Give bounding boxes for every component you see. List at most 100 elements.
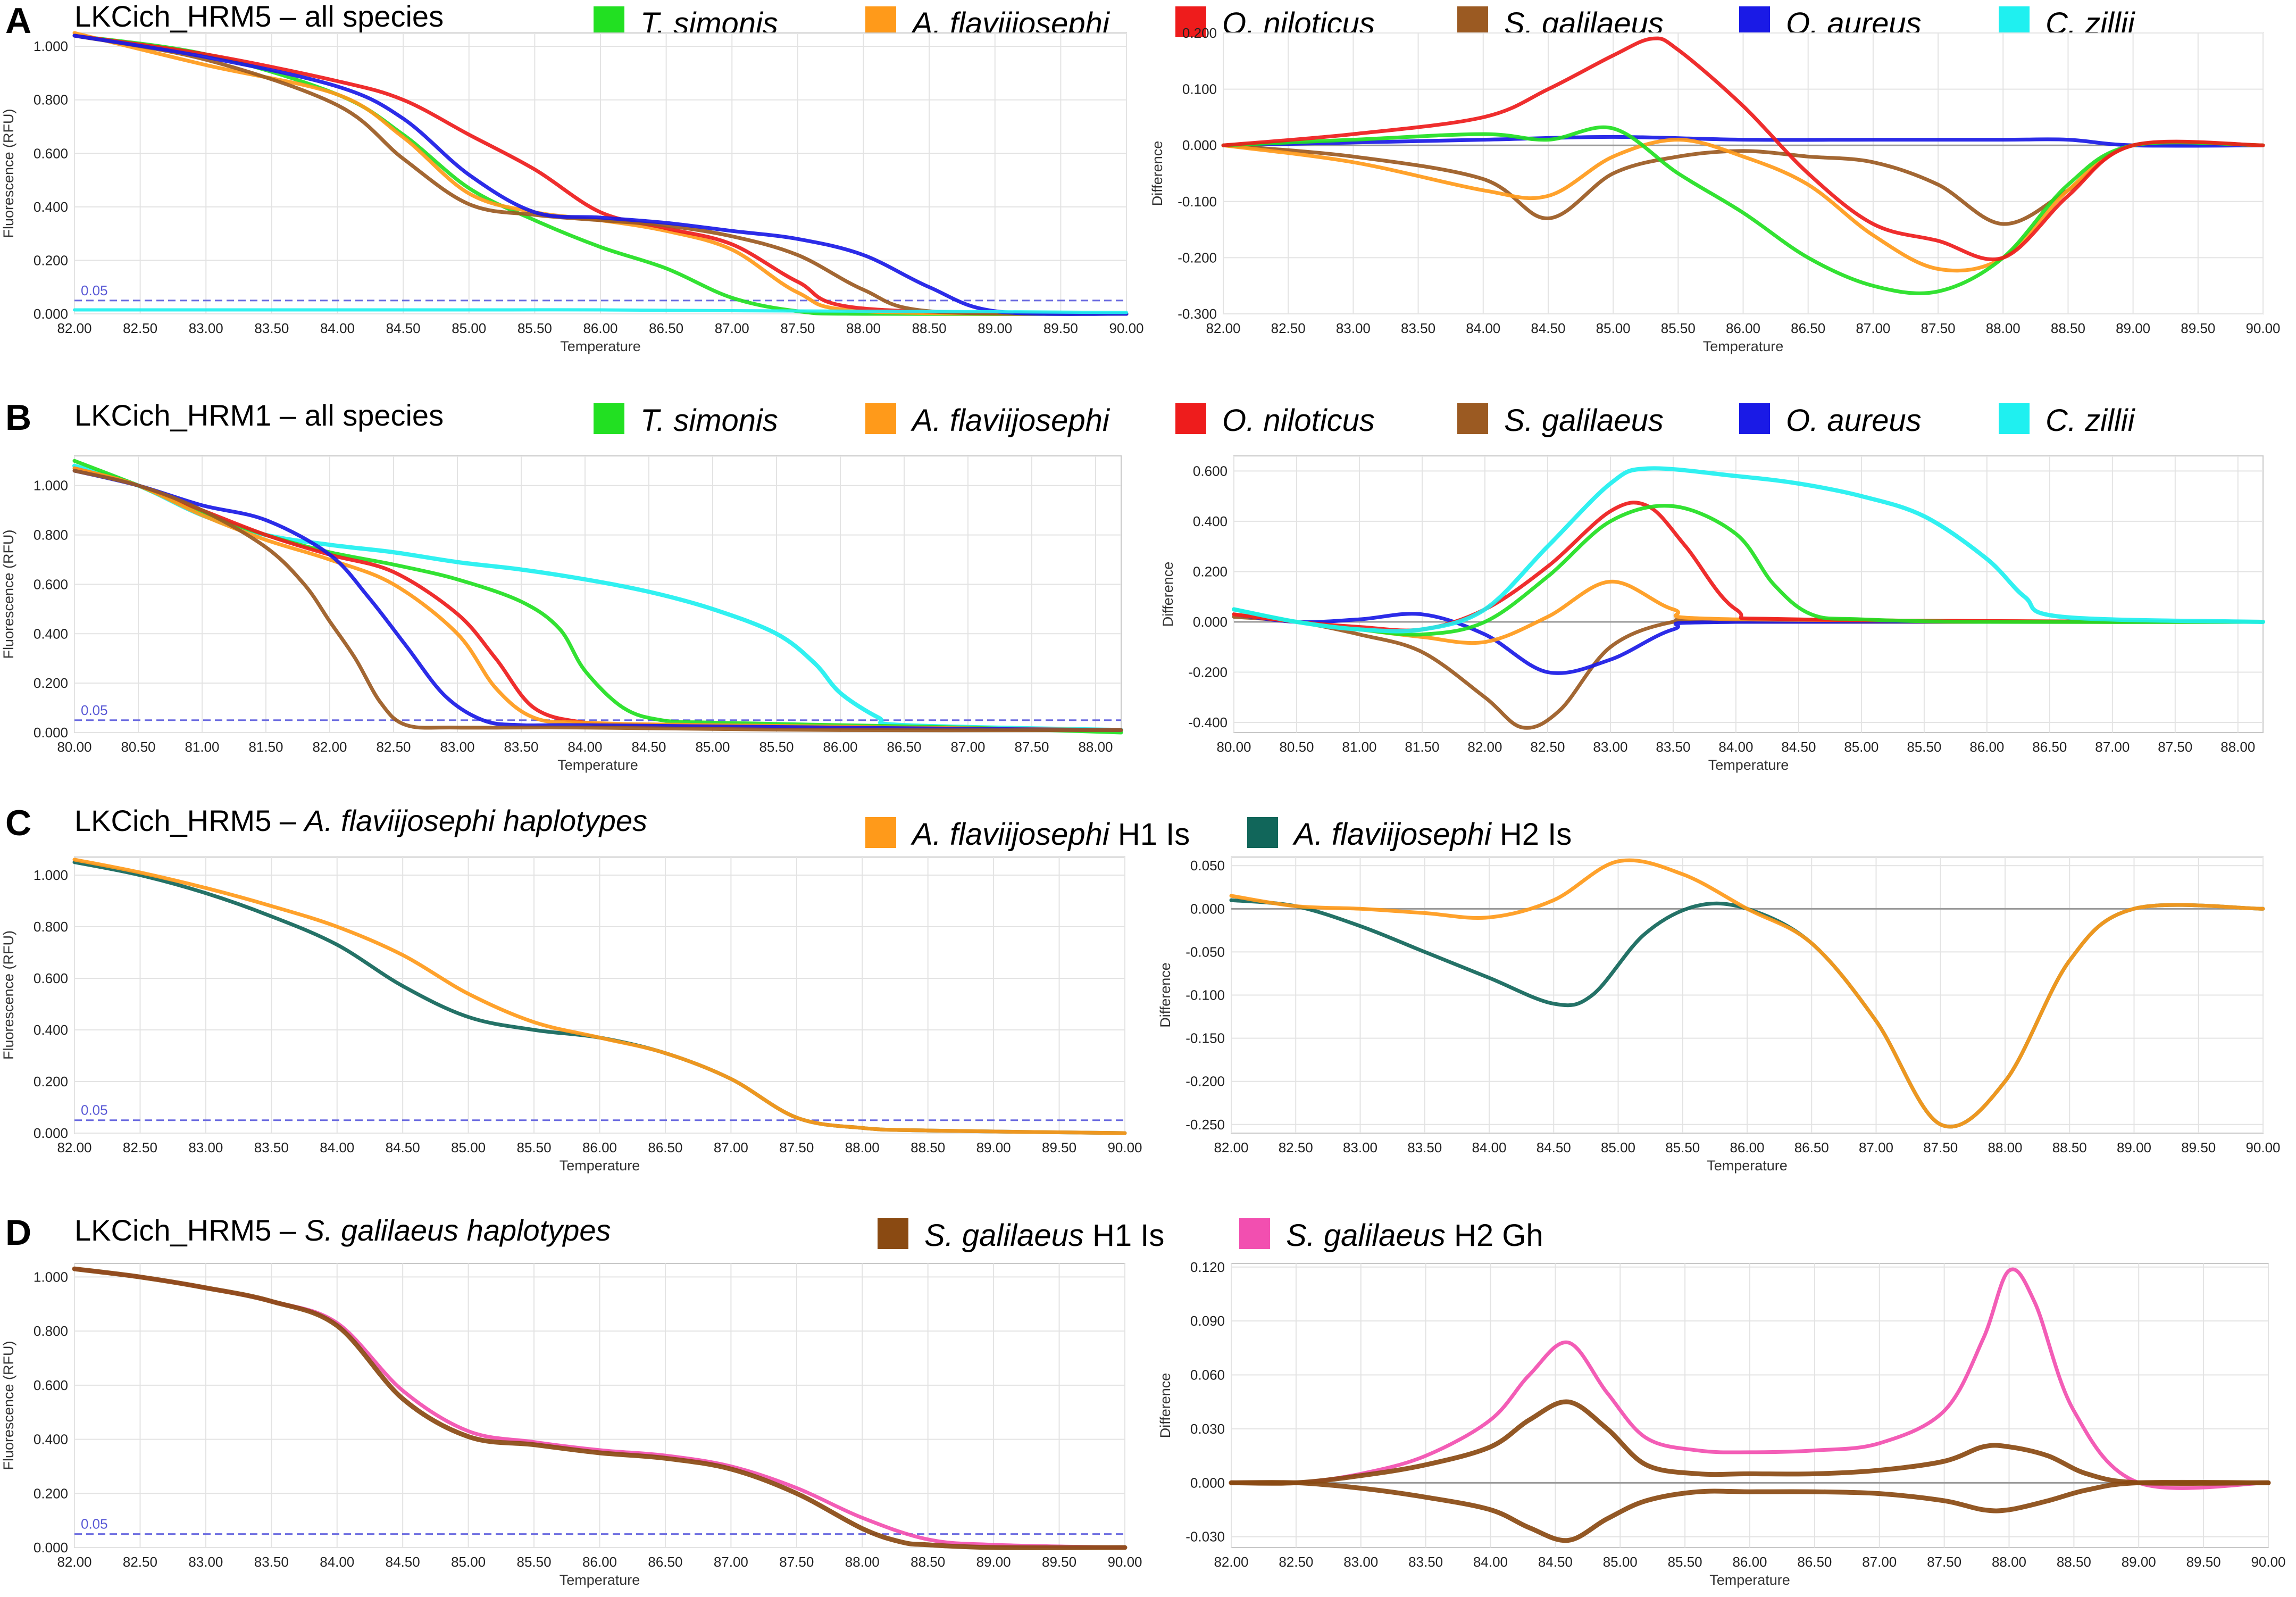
x-tick-label: 85.50 [1665,1139,1700,1155]
y-axis-label: Difference [1157,962,1173,1028]
panel-c-title-plain: LKCich_HRM5 – [74,804,305,837]
chart-d-difference-curve: 82.00 82.50 83.00 83.50 84.00 84.50 85.00 85.50… [1157,1259,2286,1588]
x-tick-label: 87.50 [779,1554,814,1570]
x-tick-label: 83.50 [254,1554,289,1570]
x-tick-label: 82.50 [123,1554,157,1570]
x-tick-label: 89.50 [1042,1139,1076,1155]
x-tick-label: 83.50 [1401,320,1435,336]
panel-c-legend: A. flaviijosephi H1 Is A. flaviijosephi … [865,817,1572,852]
y-tick-label: 1.000 [34,867,68,883]
y-tick-label: 0.000 [34,1540,68,1556]
y-tick-label: 0.200 [1182,25,1217,41]
x-tick-label: 84.50 [631,739,666,755]
legend-label: S. galilaeus H1 Is [924,1218,1164,1253]
x-tick-label: 89.50 [2181,1139,2216,1155]
x-tick-label: 86.00 [1732,1554,1767,1570]
legend-label-haplotype: H1 Is [1084,1218,1165,1253]
legend-swatch [1739,6,1770,37]
y-tick-label: -0.100 [1178,194,1217,210]
x-tick-label: 87.50 [779,1139,814,1155]
legend-swatch [865,817,896,848]
y-tick-label: -0.100 [1185,987,1225,1003]
x-tick-label: 86.50 [1791,320,1825,336]
y-tick-label: 0.600 [34,145,68,161]
legend-entry: C. zillii [1999,403,2136,438]
y-axis-label: Difference [1149,141,1165,206]
panel-a-title: LKCich_HRM5 – all species [74,0,444,33]
panel-d-label: D [5,1212,31,1253]
x-tick-label: 84.00 [1718,739,1753,755]
y-tick-label: 0.600 [34,576,68,592]
legend-label-haplotype: H1 Is [1109,817,1190,852]
x-tick-label: 83.00 [1343,1554,1378,1570]
x-tick-label: 88.00 [845,1139,880,1155]
legend-label-species: A. flaviijosephi [1292,817,1492,852]
panel-d-legend: S. galilaeus H1 Is S. galilaeus H2 Gh [878,1218,1543,1253]
x-tick-label: 86.00 [1730,1139,1764,1155]
y-tick-label: 0.400 [34,199,68,215]
y-tick-label: 0.000 [34,1125,68,1141]
x-tick-label: 82.00 [1206,320,1240,336]
x-tick-label: 82.00 [1214,1554,1248,1570]
y-tick-label: 0.400 [34,626,68,642]
legend-swatch [865,403,896,434]
series-line-s-galilaeus-h2-gh [1229,1267,2270,1490]
x-tick-label: 88.00 [845,1554,880,1570]
x-tick-label: 86.50 [887,739,921,755]
legend-label: O. aureus [1786,403,1922,438]
x-tick-label: 86.00 [1969,739,2004,755]
x-tick-label: 88.50 [911,1139,945,1155]
y-tick-label: 0.600 [1193,463,1228,479]
panel-b-label: B [5,397,31,438]
series-line-c-zillii [1232,466,2265,634]
x-tick-label: 89.50 [2181,320,2215,336]
y-tick-label: 1.000 [34,478,68,494]
x-tick-label: 88.00 [1986,320,2021,336]
series-line-s-galilaeus-h1-is [1229,1399,2271,1486]
x-tick-label: 88.00 [1988,1139,2022,1155]
x-axis-label: Temperature [560,1572,640,1588]
legend-swatch [1739,403,1770,434]
y-tick-label: -0.300 [1178,306,1217,322]
x-tick-label: 87.00 [1856,320,1890,336]
y-axis-label: Fluorescence (RFU) [1,109,16,238]
x-tick-label: 85.50 [1907,739,1941,755]
y-tick-label: 0.800 [34,527,68,543]
x-tick-label: 84.00 [320,1554,354,1570]
y-tick-label: 0.600 [34,970,68,986]
x-tick-label: 83.00 [1593,739,1627,755]
x-tick-label: 88.50 [2057,1554,2091,1570]
x-tick-label: 88.50 [2052,1139,2087,1155]
x-tick-label: 89.00 [2122,1554,2156,1570]
legend-entry: S. galilaeus [1457,403,1664,438]
x-tick-label: 89.50 [2186,1554,2221,1570]
x-axis-label: Temperature [1708,757,1789,773]
x-tick-label: 82.50 [1271,320,1306,336]
x-tick-label: 90.00 [2251,1554,2285,1570]
chart-a-melt-curve: 82.00 82.50 83.00 83.50 84.00 84.50 85.00 85.50… [1,31,1144,354]
x-tick-label: 82.00 [1467,739,1502,755]
panel-d-title-plain: LKCich_HRM5 – [74,1213,305,1247]
x-tick-label: 82.00 [57,320,91,336]
y-tick-label: -0.050 [1185,944,1225,960]
x-tick-label: 85.50 [517,1139,552,1155]
legend-swatch [865,6,896,37]
x-tick-label: 83.00 [1336,320,1371,336]
x-tick-label: 81.50 [248,739,283,755]
x-tick-label: 89.50 [1042,1554,1076,1570]
x-tick-label: 86.00 [582,1554,617,1570]
series-line-t-simonis [72,34,1129,316]
legend-label: T. simonis [640,403,778,438]
y-tick-label: -0.200 [1185,1074,1225,1089]
x-tick-label: 87.50 [1014,739,1049,755]
x-tick-label: 82.00 [57,1139,91,1155]
x-tick-label: 90.00 [2245,1139,2280,1155]
panel-d-title-italic: S. galilaeus haplotypes [305,1213,611,1247]
x-tick-label: 83.50 [1656,739,1690,755]
y-tick-label: 0.200 [34,252,68,268]
plot-area [74,455,1122,733]
y-tick-label: 0.100 [1182,81,1217,97]
y-tick-label: 0.060 [1190,1367,1225,1383]
x-tick-label: 84.50 [386,320,421,336]
